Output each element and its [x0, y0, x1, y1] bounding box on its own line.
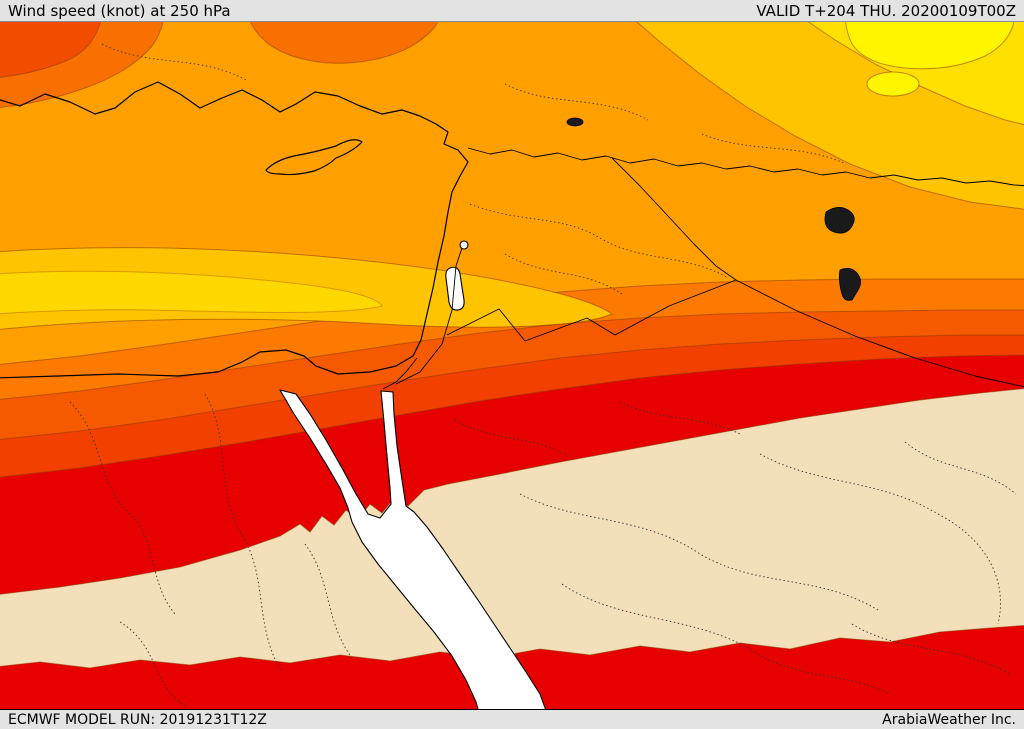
cyprus-island: [265, 139, 363, 176]
header-bar: Wind speed (knot) at 250 hPa VALID T+204…: [0, 0, 1024, 22]
admin-boundary: [454, 419, 569, 457]
lake-east-2: [838, 268, 861, 301]
admin-boundary: [701, 133, 847, 165]
wind-lens-core-light-yellow: [0, 270, 383, 315]
border-syria-iraq: [611, 157, 737, 281]
wind-max-patch-north: [250, 22, 439, 64]
red-sea: [279, 389, 547, 709]
border-egypt-israel: [382, 357, 418, 390]
border-iraq-saudi: [735, 279, 1024, 388]
admin-boundary: [101, 43, 247, 81]
admin-boundary: [119, 621, 186, 707]
admin-boundary: [504, 83, 649, 121]
lake-east-1: [824, 207, 855, 234]
water-bodies: [279, 117, 861, 709]
provider-label: ArabiaWeather Inc.: [882, 711, 1016, 728]
admin-boundary: [504, 253, 623, 295]
map-area: [0, 22, 1024, 709]
admin-boundary: [204, 393, 283, 673]
wind-min-bright-yellow-blob-2: [866, 71, 920, 97]
admin-boundaries-dotted: [69, 43, 1017, 707]
admin-boundary: [759, 453, 1001, 625]
border-jordan-saudi-zigzag: [446, 279, 737, 342]
border-jordan-valley: [395, 247, 463, 385]
country-borders: [382, 147, 1024, 390]
admin-boundary: [69, 401, 176, 615]
admin-boundary: [904, 441, 1017, 495]
wind-map: [0, 22, 1024, 709]
wind-min-bright-yellow-blob: [845, 22, 1015, 70]
page-title: Wind speed (knot) at 250 hPa: [8, 1, 231, 20]
dead-sea: [445, 266, 465, 311]
footer-bar: ECMWF MODEL RUN: 20191231T12Z ArabiaWeat…: [0, 709, 1024, 729]
sea-of-galilee: [459, 240, 469, 250]
admin-boundary: [519, 493, 879, 611]
admin-boundary: [619, 401, 741, 435]
coastlines: [0, 81, 469, 379]
wind-max-patch-northwest-core: [0, 22, 101, 78]
mediterranean-coastline: [0, 81, 469, 379]
model-run-label: ECMWF MODEL RUN: 20191231T12Z: [8, 711, 267, 728]
wind-bands: [0, 22, 1024, 709]
valid-time-label: VALID T+204 THU. 20200109T00Z: [756, 1, 1016, 20]
lake-anatolia: [566, 117, 584, 127]
border-turkey-south: [467, 147, 1024, 187]
admin-boundary: [561, 583, 891, 695]
